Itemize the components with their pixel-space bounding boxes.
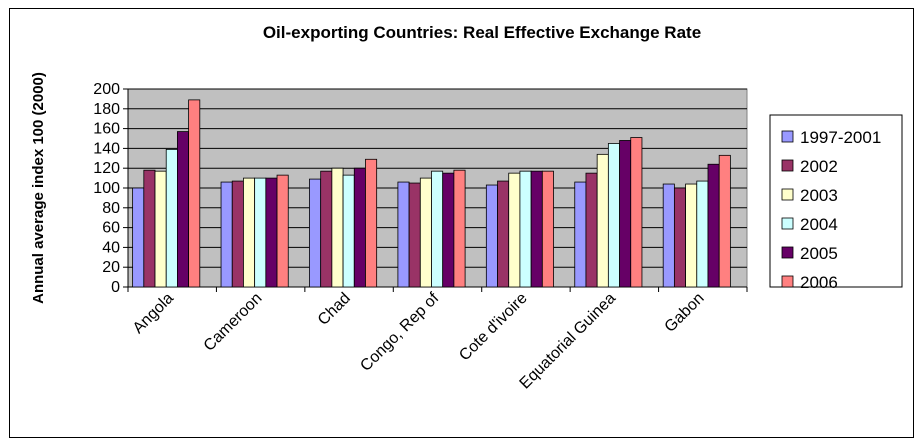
y-tick-label: 120 [93, 160, 120, 177]
bar-1997-2001 [397, 181, 410, 288]
x-tick-label: Gabon [662, 290, 708, 336]
y-axis-label: Annual average index 100 (2000) [30, 72, 47, 304]
bar-2004 [165, 148, 178, 288]
y-tick-label: 40 [102, 239, 120, 256]
y-tick-label: 60 [102, 220, 120, 237]
bar-1997-2001 [485, 184, 498, 288]
chart-title: Oil-exporting Countries: Real Effective … [263, 23, 701, 42]
x-tick-label: Equatorial Guinea [517, 290, 620, 393]
plot-area: 0 20 40 60 80 100 120 140 160 180 200 Angola Cameroo… [93, 81, 748, 393]
legend-swatch [781, 130, 794, 143]
legend-swatch [781, 159, 794, 172]
bar-2005 [177, 131, 190, 288]
bar-2004 [342, 174, 355, 288]
x-tick-label: Congo, Rep of [357, 289, 442, 374]
bar-2005 [265, 177, 278, 288]
legend-swatch [781, 246, 794, 259]
y-tick-label: 80 [102, 200, 120, 217]
bar-2005 [530, 170, 543, 288]
bar-2003 [508, 172, 521, 288]
bar-2005 [619, 140, 632, 288]
bar-2002 [585, 172, 598, 288]
legend-entry: 2006 [800, 273, 838, 292]
bar-1997-2001 [309, 178, 322, 288]
x-tick-label: Cote d'ivoire [456, 290, 531, 365]
y-tick-label: 140 [93, 140, 120, 157]
x-tick-label: Angola [130, 290, 177, 337]
x-tick-label: Chad [315, 290, 354, 329]
bar-2002 [143, 169, 156, 288]
bar-2004 [519, 170, 532, 288]
legend-entry: 1997-2001 [800, 128, 881, 147]
bar-2005 [442, 172, 455, 288]
bar-2003 [154, 170, 167, 288]
bar-2004 [607, 143, 620, 288]
legend-box [769, 114, 903, 288]
bar-2002 [408, 182, 421, 288]
bar-2002 [673, 187, 686, 288]
legend-entry: 2004 [800, 215, 838, 234]
bar-2003 [685, 183, 698, 288]
bar-2006 [541, 170, 554, 288]
bar-2004 [431, 170, 444, 288]
legend-entry: 2005 [800, 244, 838, 263]
bar-2004 [696, 180, 709, 288]
bar-2003 [596, 153, 609, 288]
y-tick-label: 0 [111, 279, 120, 296]
bar-2003 [243, 177, 256, 288]
legend-swatch [781, 188, 794, 201]
bar-1997-2001 [574, 181, 587, 288]
bar-2006 [630, 137, 643, 288]
bar-1997-2001 [662, 183, 675, 288]
bar-2006 [188, 99, 201, 288]
bar-2002 [231, 180, 244, 288]
legend-entry: 2003 [800, 186, 838, 205]
bar-2002 [320, 170, 333, 288]
x-tick-label: Cameroon [201, 290, 266, 355]
bar-2006 [276, 174, 289, 288]
y-tick-label: 180 [93, 101, 120, 118]
bar-2004 [254, 177, 267, 288]
bar-2002 [497, 180, 510, 288]
bar-2003 [419, 177, 432, 288]
legend-swatch [781, 275, 794, 288]
bar-2006 [365, 158, 378, 288]
bar-2006 [718, 154, 731, 288]
legend: 1997-2001 2002 2003 2004 2005 2006 [769, 114, 903, 292]
bar-2005 [707, 163, 720, 288]
bar-1997-2001 [132, 187, 145, 288]
legend-entry: 2002 [800, 157, 838, 176]
bar-2006 [453, 169, 466, 288]
y-tick-label: 200 [93, 81, 120, 98]
bar-2003 [331, 167, 344, 288]
bar-1997-2001 [220, 181, 233, 288]
bar-2005 [353, 167, 366, 288]
y-tick-label: 100 [93, 180, 120, 197]
y-tick-label: 160 [93, 121, 120, 138]
y-tick-label: 20 [102, 259, 120, 276]
legend-swatch [781, 217, 794, 230]
